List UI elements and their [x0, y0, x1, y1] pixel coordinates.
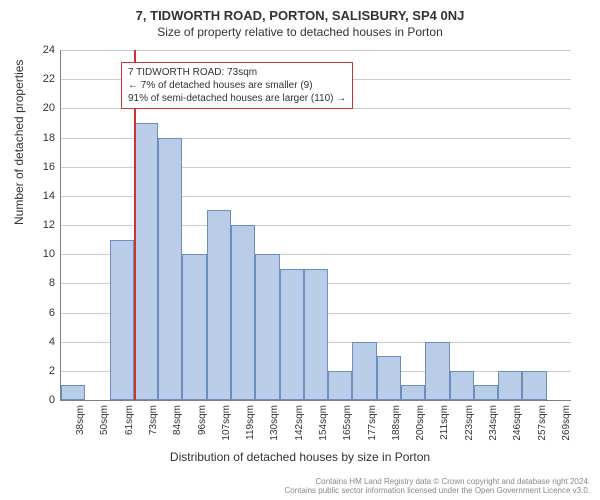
- chart-footer: Contains HM Land Registry data © Crown c…: [284, 477, 590, 496]
- xtick-label: 96sqm: [197, 405, 208, 435]
- histogram-bar: [134, 123, 158, 400]
- ytick-label: 4: [25, 336, 55, 348]
- histogram-bar: [231, 225, 255, 400]
- histogram-bar: [207, 210, 231, 400]
- xtick-label: 50sqm: [99, 405, 110, 435]
- xtick-label: 142sqm: [294, 405, 305, 441]
- histogram-bar: [304, 269, 328, 400]
- annotation-line-1: 7 TIDWORTH ROAD: 73sqm: [128, 66, 346, 79]
- xtick-label: 165sqm: [342, 405, 353, 441]
- histogram-bar: [425, 342, 449, 400]
- xtick-label: 200sqm: [415, 405, 426, 441]
- annotation-box: 7 TIDWORTH ROAD: 73sqm← 7% of detached h…: [121, 62, 353, 109]
- xtick-label: 234sqm: [488, 405, 499, 441]
- histogram-bar: [328, 371, 352, 400]
- ytick-label: 16: [25, 161, 55, 173]
- histogram-bar: [280, 269, 304, 400]
- plot-region: 7 TIDWORTH ROAD: 73sqm← 7% of detached h…: [60, 50, 571, 401]
- histogram-bar: [401, 385, 425, 400]
- histogram-bar: [498, 371, 522, 400]
- xtick-label: 61sqm: [124, 405, 135, 435]
- xtick-label: 188sqm: [391, 405, 402, 441]
- chart-title: 7, TIDWORTH ROAD, PORTON, SALISBURY, SP4…: [0, 0, 600, 23]
- ytick-label: 14: [25, 190, 55, 202]
- histogram-bar: [61, 385, 85, 400]
- x-axis-label: Distribution of detached houses by size …: [0, 450, 600, 464]
- xtick-label: 107sqm: [221, 405, 232, 441]
- histogram-bar: [522, 371, 546, 400]
- xtick-label: 130sqm: [269, 405, 280, 441]
- xtick-label: 269sqm: [561, 405, 572, 441]
- ytick-label: 0: [25, 394, 55, 406]
- annotation-line-2: ← 7% of detached houses are smaller (9): [128, 79, 346, 92]
- y-axis-label: Number of detached properties: [12, 60, 26, 225]
- xtick-label: 154sqm: [318, 405, 329, 441]
- xtick-label: 211sqm: [439, 405, 450, 440]
- chart-area: 7 TIDWORTH ROAD: 73sqm← 7% of detached h…: [60, 50, 570, 400]
- xtick-label: 84sqm: [172, 405, 183, 435]
- histogram-bar: [255, 254, 279, 400]
- histogram-bar: [474, 385, 498, 400]
- histogram-bar: [182, 254, 206, 400]
- xtick-label: 257sqm: [537, 405, 548, 441]
- chart-container: 7, TIDWORTH ROAD, PORTON, SALISBURY, SP4…: [0, 0, 600, 500]
- ytick-label: 12: [25, 219, 55, 231]
- annotation-line-3: 91% of semi-detached houses are larger (…: [128, 92, 346, 105]
- histogram-bar: [377, 356, 401, 400]
- gridline: [61, 50, 571, 51]
- ytick-label: 10: [25, 248, 55, 260]
- ytick-label: 6: [25, 307, 55, 319]
- xtick-label: 177sqm: [367, 405, 378, 441]
- footer-line-2: Contains public sector information licen…: [284, 486, 590, 496]
- ytick-label: 24: [25, 44, 55, 56]
- ytick-label: 22: [25, 73, 55, 85]
- xtick-label: 73sqm: [148, 405, 159, 435]
- xtick-label: 246sqm: [512, 405, 523, 441]
- ytick-label: 8: [25, 277, 55, 289]
- histogram-bar: [450, 371, 474, 400]
- xtick-label: 119sqm: [245, 405, 256, 440]
- xtick-label: 38sqm: [75, 405, 86, 435]
- histogram-bar: [158, 138, 182, 401]
- histogram-bar: [352, 342, 376, 400]
- chart-subtitle: Size of property relative to detached ho…: [0, 23, 600, 39]
- ytick-label: 20: [25, 102, 55, 114]
- histogram-bar: [110, 240, 134, 400]
- ytick-label: 2: [25, 365, 55, 377]
- xtick-label: 223sqm: [464, 405, 475, 441]
- ytick-label: 18: [25, 132, 55, 144]
- footer-line-1: Contains HM Land Registry data © Crown c…: [284, 477, 590, 487]
